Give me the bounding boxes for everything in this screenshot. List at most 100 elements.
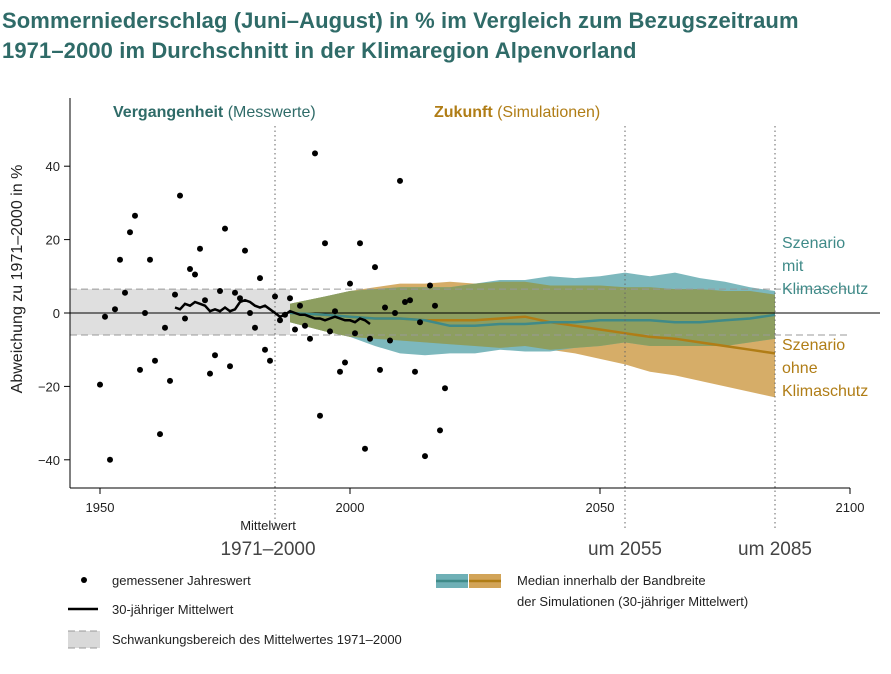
annual-point-1992 [307, 335, 313, 342]
legend-mean-label: 30-jähriger Mittelwert [112, 602, 234, 617]
y-ticks: 40 20 0 −20 −40 [38, 159, 70, 468]
annual-point-1953 [112, 306, 118, 313]
annual-point-1975 [222, 225, 228, 232]
annual-point-1989 [292, 326, 298, 333]
y-tick-label-2: 0 [53, 306, 60, 321]
annual-point-2002 [357, 240, 363, 247]
scenario-label-0-line-1: mit [782, 258, 804, 275]
annual-point-2006 [377, 366, 383, 373]
annual-point-2009 [392, 310, 398, 316]
reference-small-label-0: Mittelwert [240, 518, 296, 533]
annual-point-1978 [237, 295, 243, 302]
annual-point-1963 [162, 324, 168, 331]
annual-point-1965 [172, 291, 178, 298]
title-line-1: Sommerniederschlag (Juni–August) in % im… [2, 8, 799, 33]
reference-big-label-0: 1971–2000 [220, 539, 315, 560]
annual-point-2013 [412, 368, 418, 375]
x-tick-label-2: 2050 [586, 500, 615, 515]
median-lines [289, 311, 776, 355]
period-label-past-bold: Vergangenheit [113, 104, 224, 121]
legend-scatter-label: gemessener Jahreswert [112, 573, 251, 588]
annual-point-1986 [277, 317, 283, 324]
annual-point-1995 [322, 240, 328, 247]
annual-point-2001 [352, 330, 358, 337]
annual-point-1968 [187, 266, 193, 272]
annual-point-2014 [417, 319, 423, 326]
annual-point-1997 [332, 308, 338, 315]
annual-point-1972 [207, 370, 213, 377]
annual-point-2007 [382, 304, 388, 311]
x-tick-label-0: 1950 [86, 500, 115, 515]
legend: gemessener Jahreswert 30-jähriger Mittel… [68, 573, 748, 649]
annual-point-1964 [167, 377, 173, 384]
annual-point-1971 [202, 297, 208, 304]
annual-point-2011 [402, 299, 408, 305]
period-label-past: Vergangenheit (Messwerte) [113, 104, 316, 121]
annual-point-1967 [182, 315, 188, 322]
period-label-future: Zukunft (Simulationen) [434, 104, 600, 121]
legend-band-symbol [68, 631, 100, 648]
annual-point-2018 [437, 427, 443, 434]
annual-point-1951 [102, 313, 108, 320]
annual-point-1973 [212, 352, 218, 359]
annual-point-1993 [312, 150, 318, 157]
annual-point-1976 [227, 363, 233, 370]
annual-point-2008 [387, 337, 393, 344]
annual-point-2012 [407, 297, 413, 304]
x-ticks: 1950 2000 2050 2100 [86, 488, 865, 515]
legend-scatter-symbol [81, 577, 87, 583]
annual-point-1950 [97, 381, 103, 388]
y-axis-label: Abweichung zu 1971–2000 in % [9, 165, 26, 394]
legend-median-label-2: der Simulationen (30-jähriger Mittelwert… [517, 594, 748, 609]
annual-point-1999 [342, 359, 348, 366]
annual-point-1985 [272, 293, 278, 300]
reference-big-label-1: um 2055 [588, 539, 662, 560]
annual-point-2010 [397, 177, 403, 184]
annual-point-1958 [137, 366, 143, 373]
annual-point-2016 [427, 282, 433, 289]
chart-title: Sommerniederschlag (Juni–August) in % im… [2, 6, 887, 66]
annual-point-1966 [177, 192, 183, 199]
annual-point-1962 [157, 431, 163, 438]
annual-point-1960 [147, 256, 153, 263]
annual-point-1983 [262, 346, 268, 353]
annual-point-2019 [442, 385, 448, 392]
legend-median-label-1: Median innerhalb der Bandbreite [517, 573, 706, 588]
scenario-label-1-line-0: Szenario [782, 337, 845, 354]
annual-point-1977 [232, 289, 238, 296]
annual-point-1988 [287, 295, 293, 302]
reference-big-label-2: um 2085 [738, 539, 812, 560]
x-tick-label-3: 2100 [836, 500, 865, 515]
legend-band-label: Schwankungsbereich des Mittelwertes 1971… [112, 632, 402, 647]
annual-point-2004 [367, 335, 373, 342]
x-tick-label-1: 2000 [336, 500, 365, 515]
y-tick-label-1: 20 [46, 233, 60, 248]
annual-point-1957 [132, 212, 138, 219]
annual-point-1980 [247, 310, 253, 316]
y-tick-label-4: −40 [38, 453, 60, 468]
title-line-2: 1971–2000 im Durchschnitt in der Klimare… [2, 38, 637, 63]
annual-point-1961 [152, 357, 158, 364]
annual-point-1996 [327, 328, 333, 335]
annual-point-1984 [267, 357, 273, 364]
median-mit-klimaschutz [289, 311, 776, 328]
scenario-labels: Szenario mit Klimaschutz Szenario ohne Klimas… [782, 235, 868, 400]
annual-point-1952 [107, 456, 113, 463]
annual-point-1982 [257, 275, 263, 282]
annual-point-1990 [297, 302, 303, 309]
annual-point-1981 [252, 324, 258, 331]
period-label-future-rest: (Simulationen) [493, 104, 601, 121]
annual-point-1991 [302, 322, 308, 329]
period-label-past-rest: (Messwerte) [223, 104, 315, 121]
annual-point-1970 [197, 245, 203, 252]
annual-point-1979 [242, 247, 248, 254]
annual-scatter-points [97, 150, 448, 463]
annual-point-2017 [432, 302, 438, 309]
scenario-label-0-line-2: Klimaschutz [782, 281, 868, 298]
annual-point-1998 [337, 368, 343, 375]
scenario-label-1-line-2: Klimaschutz [782, 383, 868, 400]
y-tick-label-3: −20 [38, 379, 60, 394]
scenario-label-1-line-1: ohne [782, 360, 818, 377]
annual-point-2003 [362, 445, 368, 452]
